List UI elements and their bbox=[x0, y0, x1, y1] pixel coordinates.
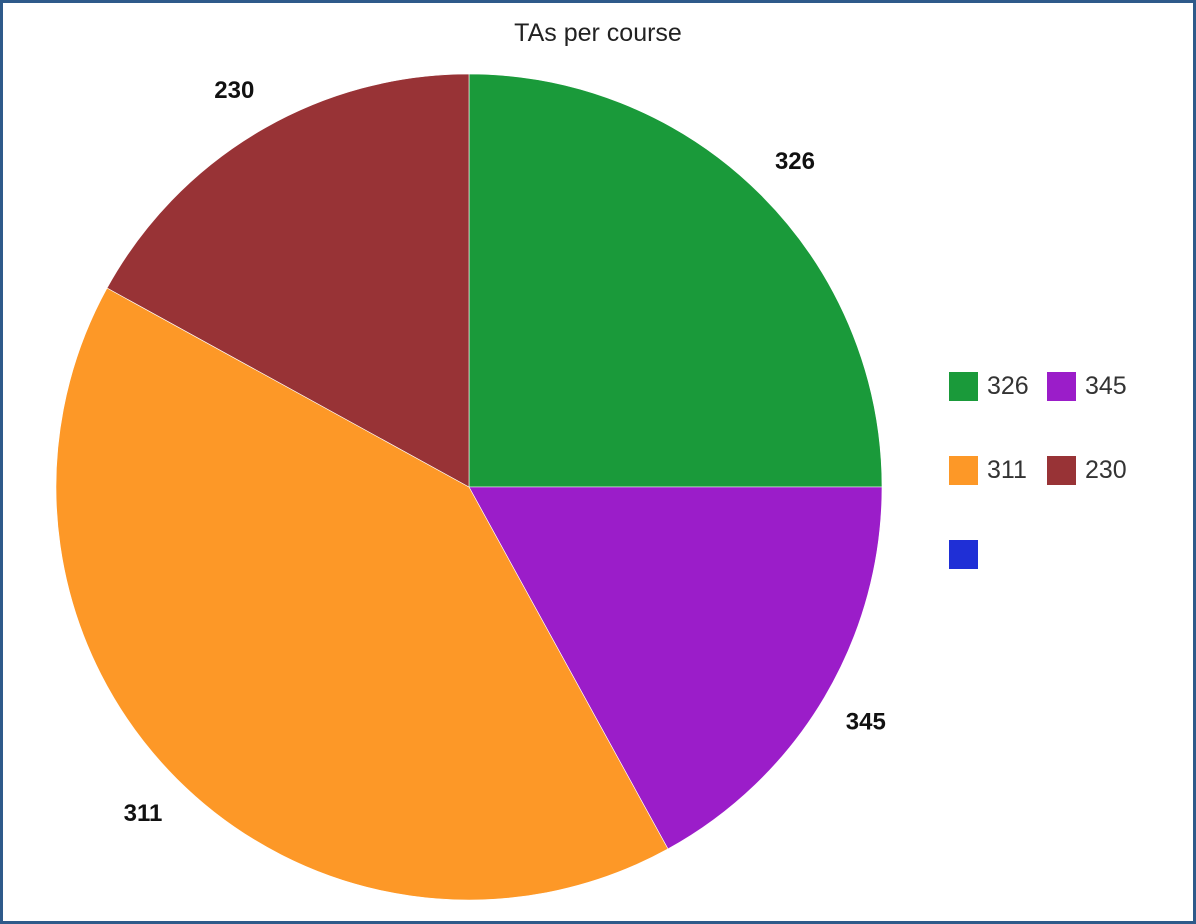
pie-slice-326[interactable] bbox=[468, 73, 883, 488]
legend-row bbox=[949, 537, 1189, 621]
slice-label-311: 311 bbox=[124, 800, 163, 827]
chart-title: TAs per course bbox=[514, 19, 682, 47]
legend-row: 311 230 bbox=[949, 453, 1189, 537]
legend-label-230: 230 bbox=[1085, 455, 1127, 484]
legend-label-326: 326 bbox=[987, 371, 1029, 400]
legend-swatch-unlabeled bbox=[949, 539, 978, 569]
legend-item-unlabeled[interactable] bbox=[949, 537, 1047, 571]
legend-item-345[interactable]: 345 bbox=[1047, 369, 1145, 403]
pie-chart: 326 345 311 230 bbox=[55, 73, 886, 901]
pie-slice-345[interactable] bbox=[468, 486, 883, 850]
legend-label-311: 311 bbox=[987, 455, 1027, 484]
slice-label-230: 230 bbox=[214, 77, 254, 104]
pie-slice-311[interactable] bbox=[55, 287, 669, 901]
legend-swatch-345 bbox=[1047, 371, 1076, 401]
legend: 326 345 311 230 bbox=[949, 369, 1189, 621]
legend-label-345: 345 bbox=[1085, 371, 1127, 400]
pie-slice-230[interactable] bbox=[106, 73, 470, 488]
slice-label-345: 345 bbox=[846, 709, 886, 736]
legend-swatch-326 bbox=[949, 371, 978, 401]
legend-swatch-230 bbox=[1047, 455, 1076, 485]
legend-item-326[interactable]: 326 bbox=[949, 369, 1047, 403]
legend-row: 326 345 bbox=[949, 369, 1189, 453]
legend-swatch-311 bbox=[949, 455, 978, 485]
legend-item-230[interactable]: 230 bbox=[1047, 453, 1145, 487]
legend-item-311[interactable]: 311 bbox=[949, 453, 1047, 487]
slice-label-326: 326 bbox=[775, 148, 815, 175]
